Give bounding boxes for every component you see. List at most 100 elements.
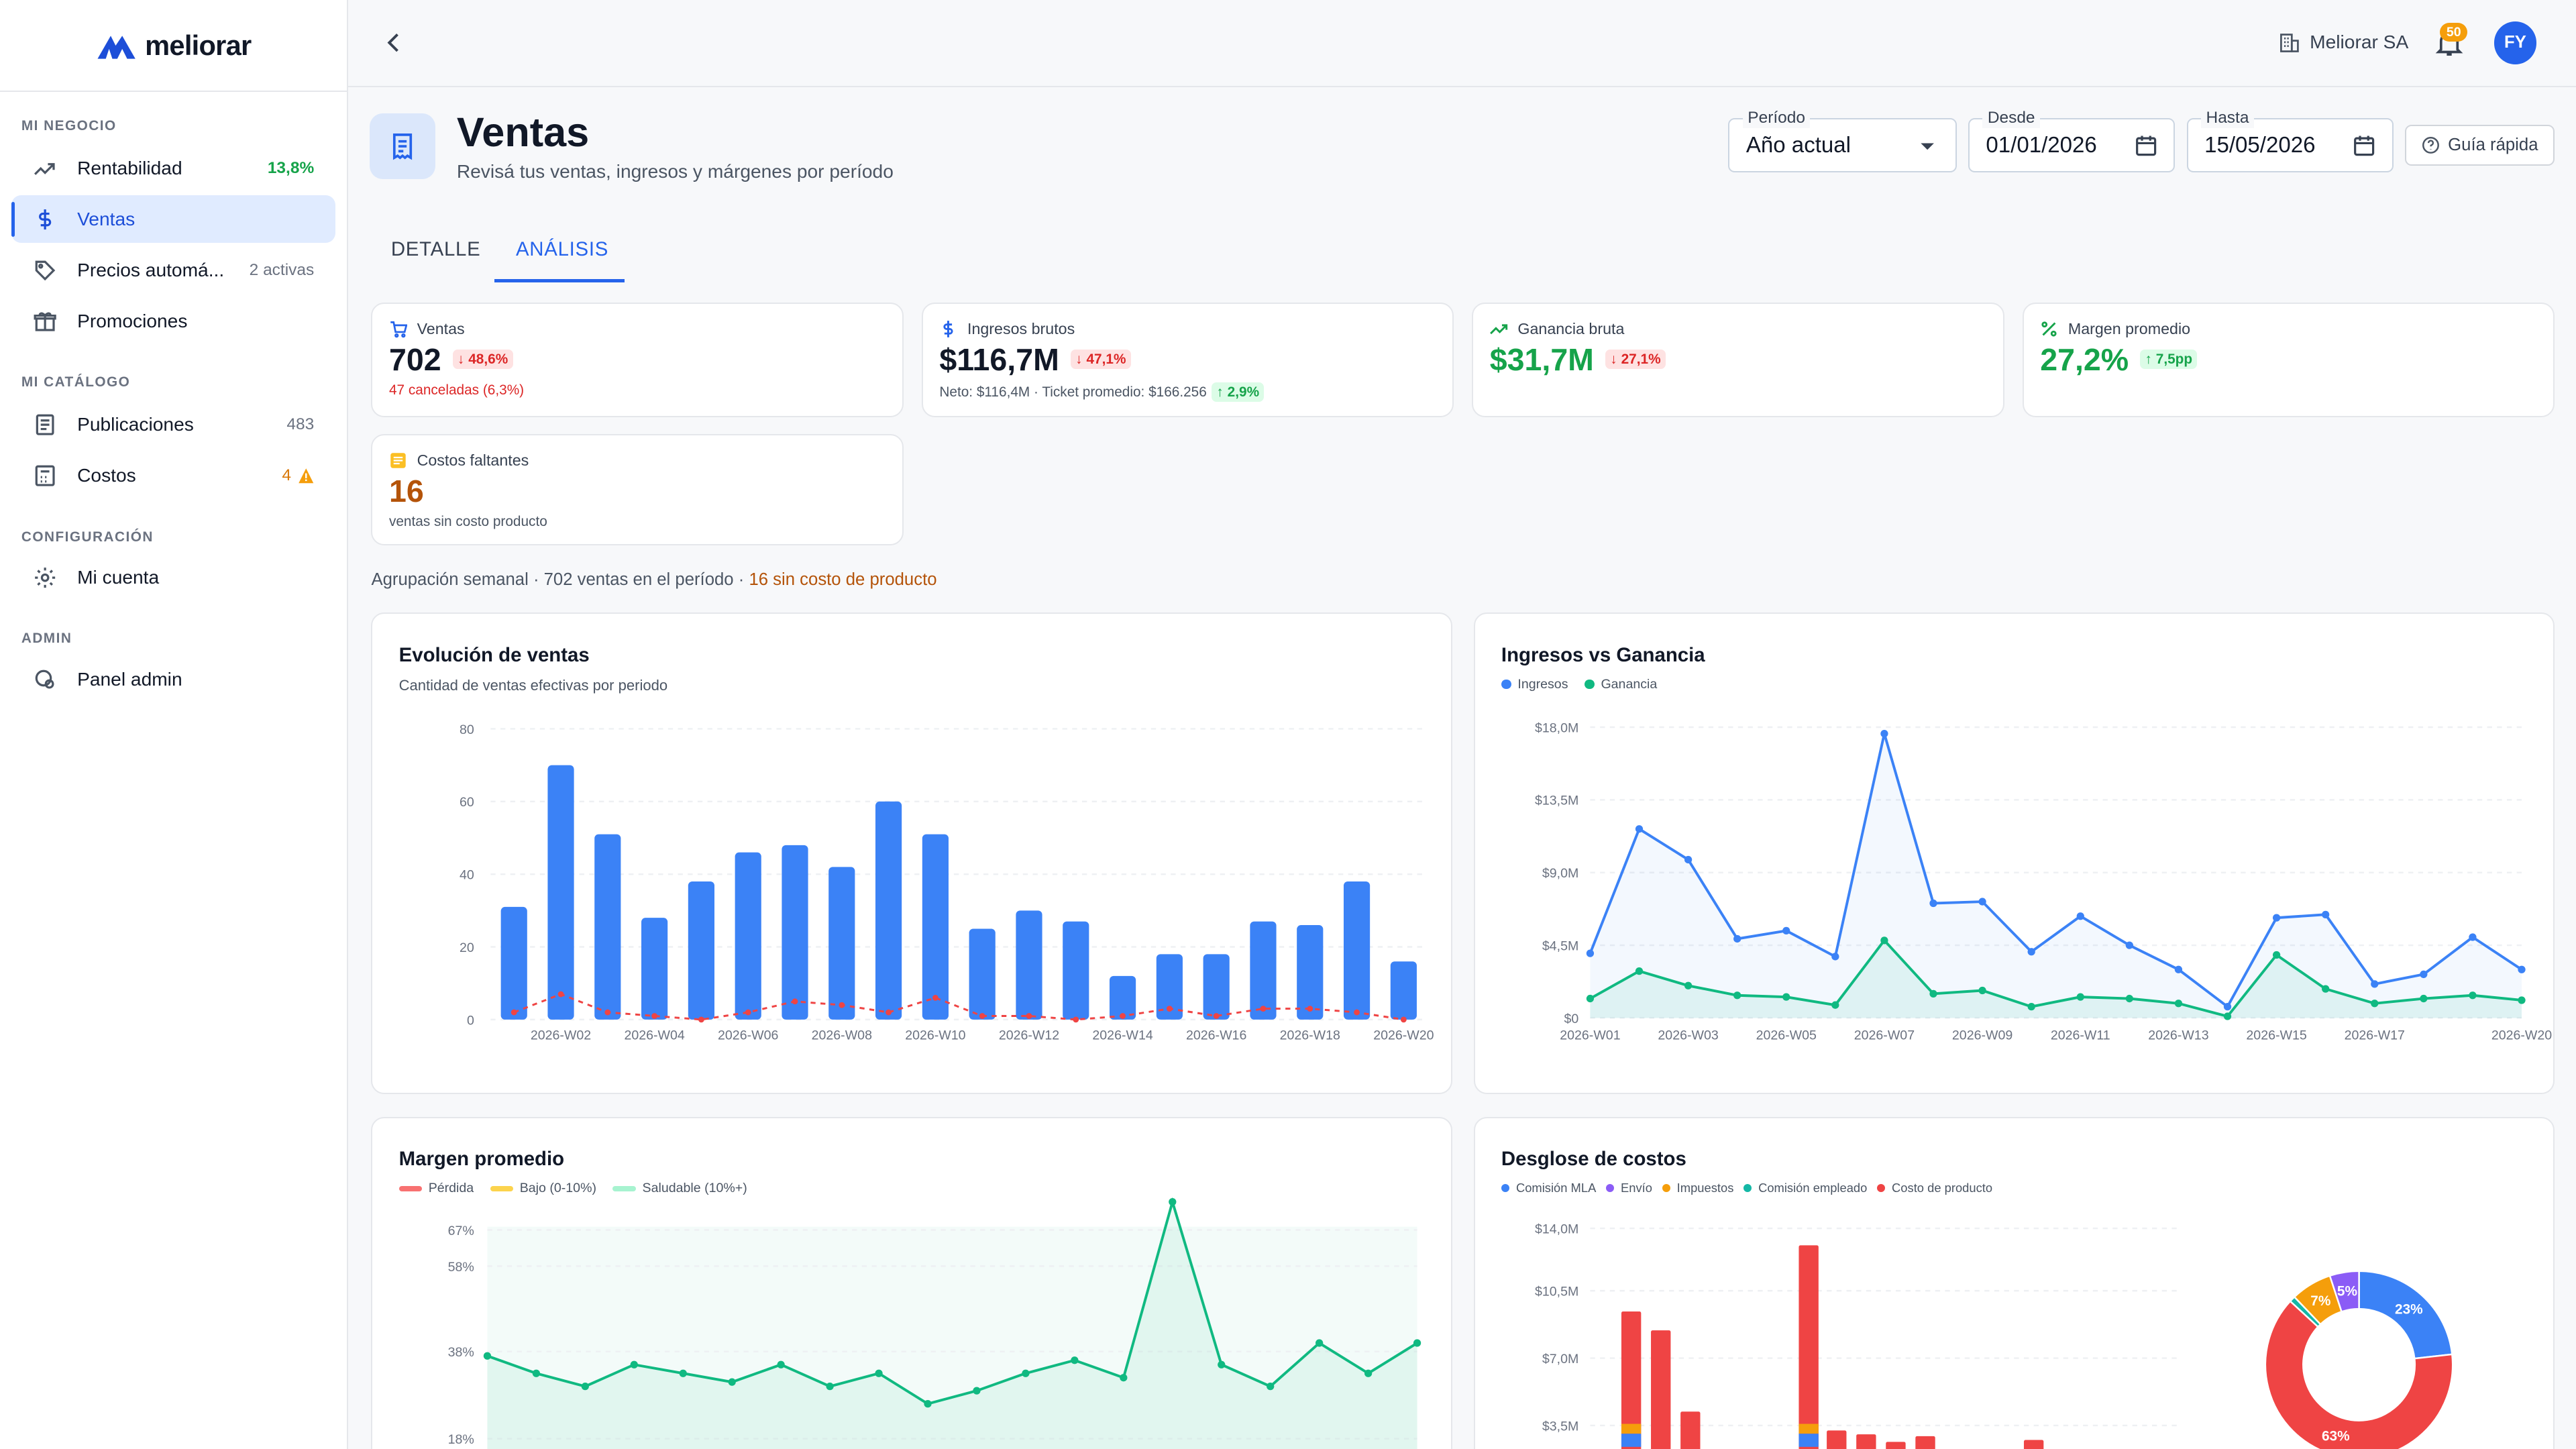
- calendar-icon[interactable]: [2353, 134, 2375, 157]
- cost-bar-mla-1: [1621, 1434, 1642, 1448]
- x-tick-label: 2026-W01: [1560, 1028, 1620, 1043]
- missing-cost-note[interactable]: 16 sin costo de producto: [749, 570, 937, 589]
- legend-perdida[interactable]: Pérdida: [398, 1181, 474, 1196]
- page-subtitle: Revisá tus ventas, ingresos y márgenes p…: [456, 161, 894, 182]
- point-Ingresos-2026-W20: [2518, 966, 2526, 974]
- point-Ganancia-2026-W15: [2272, 951, 2280, 959]
- bar-2026-W10: [922, 835, 949, 1020]
- periodo-select[interactable]: Período Año actual: [1728, 108, 1957, 173]
- point-Ingresos-2026-W10: [2027, 948, 2035, 956]
- chart-card-evolucion-ventas: Evolución de ventas Cantidad de ventas e…: [371, 612, 1452, 1095]
- chart-title: Margen promedio: [398, 1148, 565, 1171]
- hasta-date-input[interactable]: Hasta 15/05/2026: [2186, 108, 2394, 173]
- quick-guide-button[interactable]: Guía rápida: [2405, 125, 2555, 166]
- kpi-change: ↓ 47,1%: [1070, 350, 1131, 370]
- legend-saludable[interactable]: Saludable (10%+): [612, 1181, 747, 1196]
- sidebar-item-precios[interactable]: Precios automá... 2 activas: [11, 246, 335, 294]
- y-tick-label: 58%: [448, 1260, 474, 1275]
- cancelled-point-2026-W02: [558, 991, 564, 998]
- margin-point-0: [484, 1352, 492, 1360]
- point-Ganancia-2026-W18: [2419, 995, 2428, 1003]
- pie-label: 7%: [2310, 1293, 2330, 1309]
- hasta-value: 15/05/2026: [2204, 132, 2316, 158]
- legend-comision-empleado[interactable]: Comisión empleado: [1743, 1181, 1867, 1195]
- point-Ingresos-2026-W04: [1733, 935, 1741, 943]
- bar-2026-W17: [1250, 922, 1277, 1020]
- calendar-icon[interactable]: [2135, 134, 2157, 157]
- tab-detalle[interactable]: DETALLE: [390, 238, 481, 261]
- chevron-left-icon[interactable]: [381, 30, 407, 56]
- point-Ingresos-2026-W15: [2272, 914, 2280, 922]
- sidebar-item-panel-admin[interactable]: Panel admin: [11, 655, 335, 703]
- org-selector[interactable]: Meliorar SA: [2279, 31, 2409, 53]
- revenue-line-chart: $0 $4,5M $9,0M $13,5M $18,0M 2026-W01 2026-W03…: [1535, 721, 2552, 1043]
- bar-2026-W03: [594, 835, 621, 1020]
- dollar-icon: [33, 207, 58, 232]
- cancelled-point-2026-W05: [698, 1016, 705, 1023]
- y-tick-label: 80: [460, 722, 475, 737]
- pie-label: 5%: [2337, 1284, 2357, 1299]
- margin-line: [487, 1197, 1419, 1406]
- point-Ganancia-2026-W14: [2223, 1012, 2231, 1021]
- grouping-text: Agrupación semanal · 702 ventas en el pe…: [371, 570, 749, 589]
- sidebar-item-label: Rentabilidad: [77, 158, 182, 178]
- margin-area: [487, 1201, 1418, 1449]
- gift-icon: [33, 309, 58, 333]
- bar-2026-W01: [501, 907, 528, 1020]
- org-name: Meliorar SA: [2310, 31, 2409, 52]
- sidebar-item-mi-cuenta[interactable]: Mi cuenta: [11, 553, 335, 601]
- x-tick-label: 2026-W17: [2344, 1028, 2404, 1043]
- topbar: Meliorar SA 50 FY: [348, 0, 2576, 87]
- point-Ingresos-2026-W07: [1880, 730, 1888, 738]
- cart-icon: [390, 321, 407, 338]
- legend-costo-producto[interactable]: Costo de producto: [1877, 1181, 1992, 1195]
- point-Ingresos-2026-W01: [1586, 949, 1594, 958]
- point-Ingresos-2026-W12: [2125, 941, 2133, 950]
- sidebar-item-promociones[interactable]: Promociones: [11, 297, 335, 345]
- cost-bar-9: [1856, 1434, 1876, 1449]
- kpi-ventas: Ventas 702 ↓ 48,6% 47 canceladas (6,3%): [371, 302, 904, 418]
- sidebar-item-rentabilidad[interactable]: Rentabilidad 13,8%: [11, 145, 335, 193]
- legend-envio[interactable]: Envío: [1606, 1181, 1652, 1195]
- point-Ingresos-2026-W09: [1978, 898, 1986, 906]
- sidebar-item-publicaciones[interactable]: Publicaciones 483: [11, 401, 335, 449]
- avatar[interactable]: FY: [2493, 21, 2537, 64]
- margin-point-7: [826, 1383, 835, 1391]
- pie-slice-23%: [2358, 1270, 2453, 1360]
- x-tick-label: 2026-W04: [625, 1028, 685, 1043]
- x-tick-label: 2026-W14: [1093, 1028, 1153, 1043]
- x-tick-label: 2026-W08: [812, 1028, 872, 1043]
- point-Ingresos-2026-W06: [1831, 953, 1839, 961]
- brand-logo[interactable]: meliorar: [0, 0, 347, 93]
- kpi-sub: ventas sin costo producto: [388, 514, 547, 530]
- point-Ingresos-2026-W17: [2370, 980, 2379, 988]
- legend-ganancia[interactable]: Ganancia: [1584, 677, 1657, 692]
- legend-impuestos[interactable]: Impuestos: [1662, 1181, 1733, 1195]
- sidebar-item-ventas[interactable]: Ventas: [11, 195, 336, 244]
- tab-analisis[interactable]: ANÁLISIS: [515, 238, 609, 261]
- cost-bar-8: [1826, 1430, 1847, 1449]
- kpi-label: Ingresos brutos: [967, 320, 1075, 338]
- desde-label: Desde: [1982, 108, 2040, 128]
- y-tick-label: $14,0M: [1535, 1222, 1578, 1237]
- bar-2026-W07: [782, 845, 809, 1020]
- section-title-configuracion: CONFIGURACIÓN: [21, 529, 154, 545]
- sidebar-item-label: Mi cuenta: [77, 566, 160, 588]
- bar-2026-W12: [1016, 910, 1043, 1020]
- x-tick-label: 2026-W13: [2148, 1028, 2208, 1043]
- x-tick-label: 2026-W05: [1756, 1028, 1816, 1043]
- point-Ganancia-2026-W19: [2469, 991, 2477, 1000]
- x-tick-label: 2026-W07: [1854, 1028, 1915, 1043]
- bar-2026-W06: [735, 853, 762, 1020]
- section-title-mi-catalogo: MI CATÁLOGO: [21, 374, 131, 390]
- desde-date-input[interactable]: Desde 01/01/2026: [1968, 108, 2176, 173]
- chart-title: Ingresos vs Ganancia: [1501, 643, 1705, 666]
- sidebar: meliorar MI NEGOCIO Rentabilidad 13,8% V…: [0, 0, 349, 1449]
- kpi-label: Ventas: [417, 320, 465, 338]
- legend-bajo[interactable]: Bajo (0-10%): [490, 1181, 596, 1196]
- legend-comision-mla[interactable]: Comisión MLA: [1501, 1181, 1596, 1195]
- legend-ingresos[interactable]: Ingresos: [1501, 677, 1568, 692]
- point-Ingresos-2026-W02: [1635, 825, 1643, 833]
- margin-point-8: [875, 1369, 883, 1378]
- sidebar-item-costos[interactable]: Costos 4: [11, 451, 335, 499]
